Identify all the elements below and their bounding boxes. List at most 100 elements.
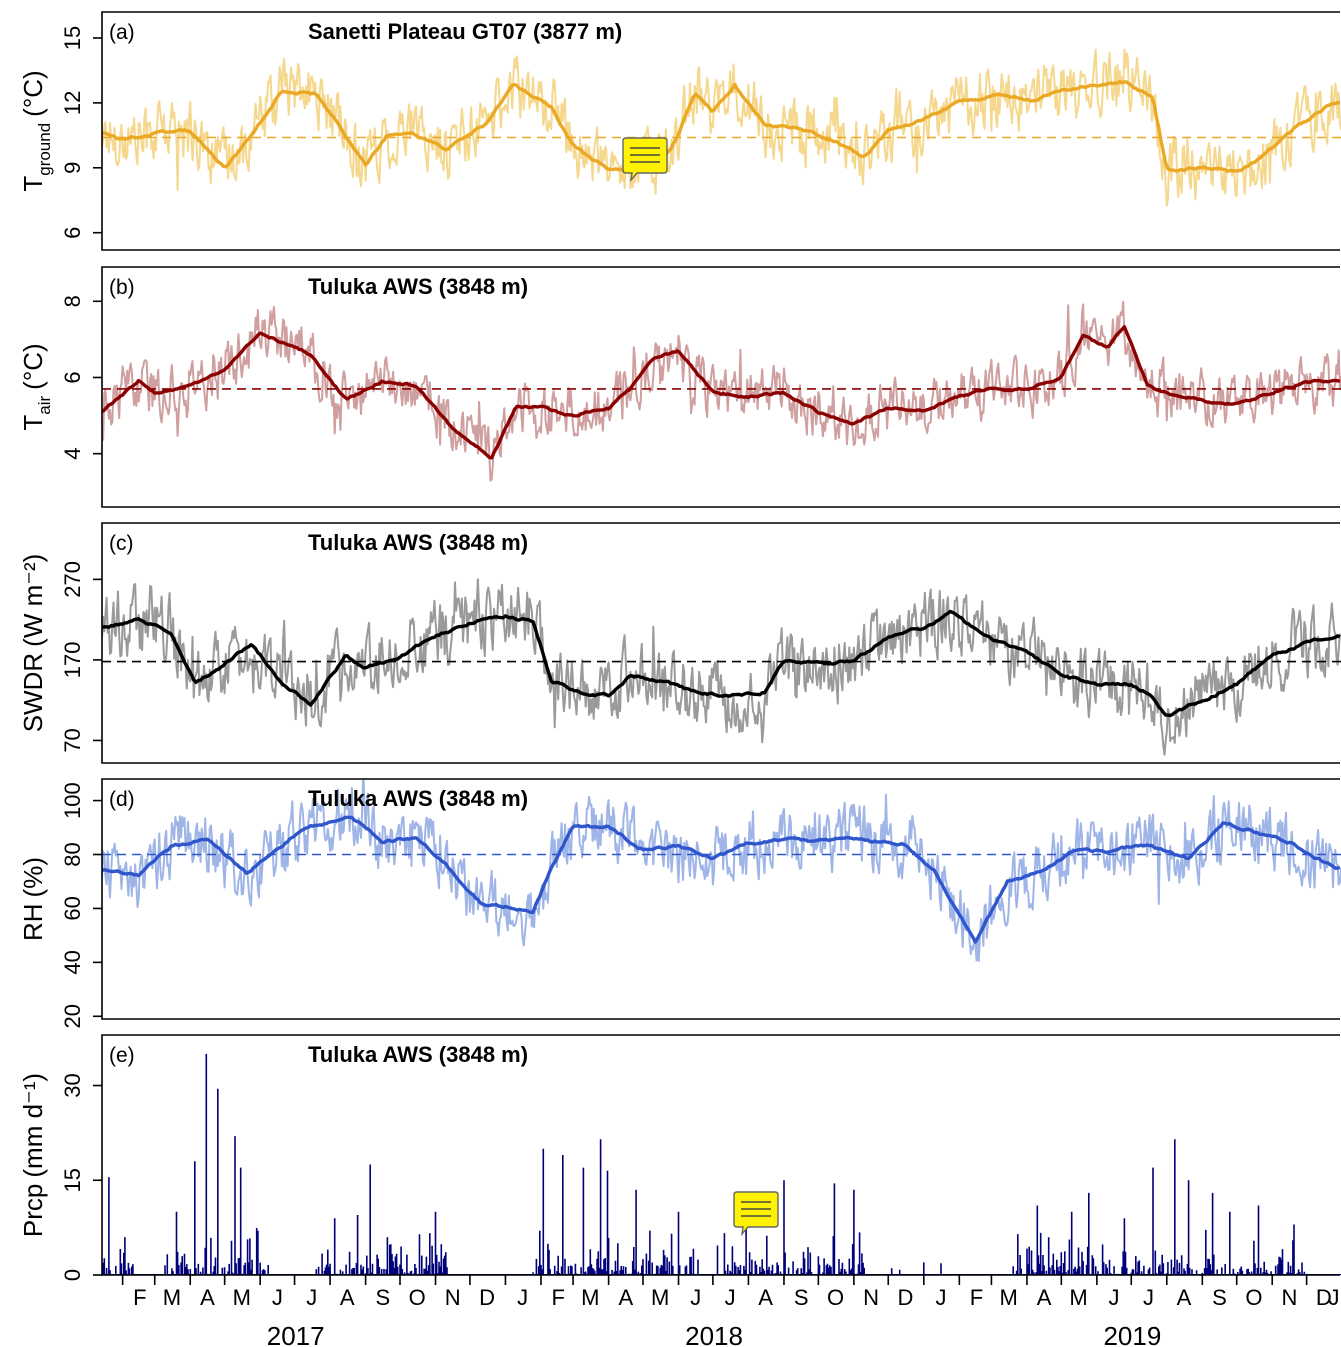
month-label-7: S — [375, 1285, 390, 1310]
month-label-5: J — [306, 1285, 317, 1310]
y-tick-label-d-2: 60 — [60, 896, 85, 920]
y-tick-label-d-1: 40 — [60, 950, 85, 974]
y-axis-label-unit-b: (°C) — [18, 343, 48, 390]
y-tick-label-b-1: 6 — [60, 371, 85, 383]
frame-d — [101, 778, 1340, 1020]
y-tick-label-d-4: 100 — [60, 782, 85, 819]
y-axis-label-sub-b: air — [35, 396, 54, 415]
y-axis-label-unit-e: (mm d⁻¹) — [18, 1073, 48, 1178]
y-tick-label-c-0: 70 — [60, 728, 85, 752]
month-label-20: O — [827, 1285, 844, 1310]
month-label-18: A — [758, 1285, 773, 1310]
plot-area-e — [102, 1053, 1341, 1275]
panel-title-d: Tuluka AWS (3848 m) — [308, 786, 528, 811]
y-axis-label-sub-a: ground — [35, 123, 54, 176]
month-label-6: A — [340, 1285, 355, 1310]
month-label-25: M — [999, 1285, 1017, 1310]
y-axis-label-main-d: RH — [18, 903, 48, 941]
panel-title-e: Tuluka AWS (3848 m) — [308, 1042, 528, 1067]
month-label-3: M — [233, 1285, 251, 1310]
y-tick-label-b-0: 4 — [60, 448, 85, 460]
raw-series-a — [102, 48, 1341, 207]
year-label-2: 2019 — [1103, 1321, 1161, 1347]
month-label-19: S — [794, 1285, 809, 1310]
y-tick-label-a-0: 6 — [60, 227, 85, 239]
comment-icon — [622, 137, 668, 183]
panel-a: 6 9 12 15 Tground (°C) (a) Sanetti Plateau GT07… — [18, 11, 1341, 251]
frame-b — [101, 266, 1340, 508]
y-tick-label-e-1: 15 — [60, 1168, 85, 1192]
y-tick-label-d-3: 80 — [60, 842, 85, 866]
y-axis-label-unit-c: (W m⁻²) — [18, 554, 48, 647]
month-label-34: D — [1316, 1285, 1332, 1310]
y-axis-label-main-c: SWDR — [18, 653, 48, 732]
panel-title-b: Tuluka AWS (3848 m) — [308, 274, 528, 299]
frame-c — [101, 522, 1340, 764]
panel-e: 0 15 30 Prcp (mm d⁻¹) (e) Tuluka AWS (3848 m) — [18, 1034, 1341, 1281]
month-label-26: A — [1037, 1285, 1052, 1310]
raw-series-b — [102, 300, 1341, 482]
month-label-28: J — [1109, 1285, 1120, 1310]
frame-a — [101, 11, 1340, 251]
y-axis-label-unit-a: (°C) — [18, 70, 48, 117]
month-label-15: M — [651, 1285, 669, 1310]
smooth-series-a — [102, 79, 1341, 173]
panel-label-b: (b) — [109, 276, 135, 299]
panel-c: 70 170 270 SWDR (W m⁻²) (c) Tuluka AWS (3848 m… — [18, 522, 1341, 764]
month-label-9: N — [445, 1285, 461, 1310]
month-label-32: O — [1245, 1285, 1262, 1310]
panel-title-a: Sanetti Plateau GT07 (3877 m) — [308, 19, 622, 44]
month-label-24: F — [970, 1285, 983, 1310]
month-label-27: M — [1069, 1285, 1087, 1310]
panel-title-c: Tuluka AWS (3848 m) — [308, 530, 528, 555]
smooth-series-d — [102, 815, 1341, 944]
x-axis: F M A M J J A S O N D J F M A M J J A S O N D J F M A M J J A S O N DJ2017… — [121, 1275, 1340, 1347]
y-axis-label-main-e: Prcp — [18, 1184, 48, 1237]
comment-icon — [733, 1191, 779, 1237]
month-label-35: J — [1329, 1285, 1340, 1310]
panel-label-c: (c) — [109, 532, 134, 555]
panel-label-d: (d) — [109, 788, 135, 811]
plot-area-d — [102, 779, 1341, 962]
y-axis-label-main-b: T — [18, 415, 48, 431]
month-label-23: J — [935, 1285, 946, 1310]
y-axis-label-main-a: T — [18, 176, 48, 192]
year-label-1: 2018 — [685, 1321, 743, 1347]
month-label-29: J — [1143, 1285, 1154, 1310]
y-tick-label-a-2: 12 — [60, 91, 85, 115]
month-label-10: D — [479, 1285, 495, 1310]
month-label-16: J — [690, 1285, 701, 1310]
month-label-21: N — [863, 1285, 879, 1310]
y-tick-label-a-1: 9 — [60, 162, 85, 174]
y-tick-label-e-2: 30 — [60, 1073, 85, 1097]
month-label-31: S — [1212, 1285, 1227, 1310]
month-label-22: D — [898, 1285, 914, 1310]
y-axis-label-a: Tground (°C) — [18, 70, 54, 191]
y-axis-label-d: RH (%) — [18, 857, 48, 941]
y-tick-label-b-2: 8 — [60, 295, 85, 307]
month-label-12: F — [551, 1285, 564, 1310]
month-label-0: F — [133, 1285, 146, 1310]
month-label-17: J — [725, 1285, 736, 1310]
plot-area-b — [102, 300, 1341, 482]
y-axis-label-unit-d: (%) — [18, 857, 48, 897]
month-label-8: O — [409, 1285, 426, 1310]
panel-label-a: (a) — [109, 21, 135, 44]
raw-series-d — [102, 779, 1341, 962]
month-label-14: A — [618, 1285, 633, 1310]
y-axis-label-b: Tair (°C) — [18, 343, 54, 430]
plot-area-c — [102, 578, 1341, 756]
y-tick-label-c-2: 270 — [60, 561, 85, 598]
smooth-series-b — [102, 325, 1341, 460]
month-label-11: J — [517, 1285, 528, 1310]
smooth-series-c — [102, 609, 1341, 718]
year-label-0: 2017 — [267, 1321, 325, 1347]
panel-label-e: (e) — [109, 1044, 135, 1067]
month-label-13: M — [581, 1285, 599, 1310]
y-tick-label-c-1: 170 — [60, 642, 85, 679]
raw-series-c — [102, 578, 1341, 756]
plot-area-a — [102, 48, 1341, 207]
month-label-2: A — [200, 1285, 215, 1310]
month-label-33: N — [1281, 1285, 1297, 1310]
